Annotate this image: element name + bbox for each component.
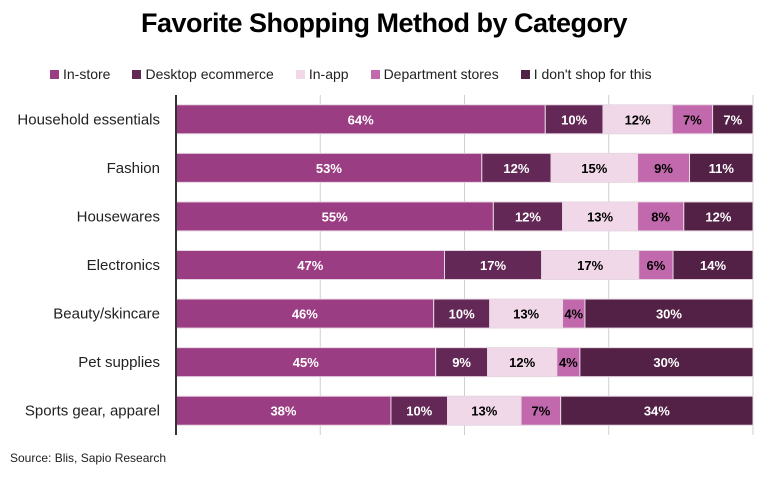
legend-swatch [370,69,380,79]
data-label: 13% [587,209,613,224]
legend-swatch [50,69,59,79]
category-label: Pet supplies [78,354,160,371]
bar-segment [175,201,494,232]
bar-segment [683,201,754,232]
bar-segment [712,104,754,135]
legend-item: Department stores [370,66,499,82]
data-label: 30% [656,307,682,322]
category-label: Household essentials [17,111,160,128]
data-label: 17% [480,258,506,273]
bar-segment [175,250,446,280]
bar-segment [672,250,754,280]
data-label: 53% [316,161,342,176]
data-label: 15% [581,161,607,176]
legend-label: In-app [308,66,349,82]
bar-segment [487,347,558,378]
data-label: 6% [646,258,665,273]
category-label: Fashion [107,160,160,177]
bar-segment [560,395,754,426]
data-label: 55% [322,209,348,224]
data-label: 46% [292,307,318,322]
data-label: 7% [723,112,742,127]
source-note: Source: Blis, Sapio Research [10,451,167,465]
bar-segment [638,250,674,280]
data-label: 10% [406,404,432,419]
data-label: 7% [531,404,550,419]
data-label: 45% [293,355,319,370]
legend: In-store Desktop ecommerce In-app Departmen… [50,66,652,82]
data-label: 9% [452,355,471,370]
legend-label: Department stores [383,66,499,82]
data-label: 12% [625,112,651,127]
data-label: 11% [709,161,735,176]
data-label: 12% [515,209,541,224]
bar-segment [481,152,552,183]
legend-item: I don't shop for this [520,66,652,82]
legend-swatch [132,69,142,79]
data-label: 4% [559,355,578,370]
bar-segment [602,104,673,135]
legend-item: In-store [50,66,110,82]
data-label: 7% [683,112,702,127]
legend-item: Desktop ecommerce [132,66,274,82]
data-label: 10% [561,112,587,127]
bar-segment [390,395,449,426]
data-label: 13% [513,307,539,322]
legend-item: In-app [295,66,349,82]
bar-segment [489,298,564,329]
legend-label: In-store [63,66,111,82]
data-label: 64% [348,112,374,127]
data-label: 12% [705,209,731,224]
bar-segment [175,298,435,329]
bar-segment [433,298,491,329]
data-label: 12% [509,355,535,370]
bar-segment [444,250,543,280]
data-label: 47% [297,258,323,273]
chart-title: Favorite Shopping Method by Category [140,8,628,38]
category-label: Beauty/skincare [53,306,160,323]
bar-segment [689,152,754,183]
data-label: 10% [449,307,475,322]
bar-segment [175,152,483,183]
category-label: Housewares [77,208,160,225]
bar-segment [541,250,640,280]
data-label: 9% [654,161,673,176]
category-label: Electronics [87,257,160,274]
data-label: 8% [651,209,670,224]
data-label: 38% [270,404,296,419]
legend-swatch [295,69,305,79]
data-label: 17% [577,258,603,273]
data-label: 30% [653,355,679,370]
bar-segment [637,152,691,183]
bar-segment [175,347,437,378]
bar-segment [435,347,489,378]
data-label: 34% [644,404,670,419]
data-label: 12% [503,161,529,176]
data-label: 14% [700,258,726,273]
legend-label: I don't shop for this [533,66,652,82]
legend-swatch [520,69,530,79]
category-label: Sports gear, apparel [25,403,160,420]
legend-label: Desktop ecommerce [145,66,274,82]
bar-segment [550,152,639,183]
bar-segment [584,298,754,329]
bar-segment [579,347,754,378]
data-label: 13% [471,404,497,419]
data-label: 4% [564,307,583,322]
